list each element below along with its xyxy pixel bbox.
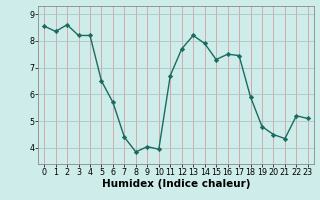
X-axis label: Humidex (Indice chaleur): Humidex (Indice chaleur) [102,179,250,189]
